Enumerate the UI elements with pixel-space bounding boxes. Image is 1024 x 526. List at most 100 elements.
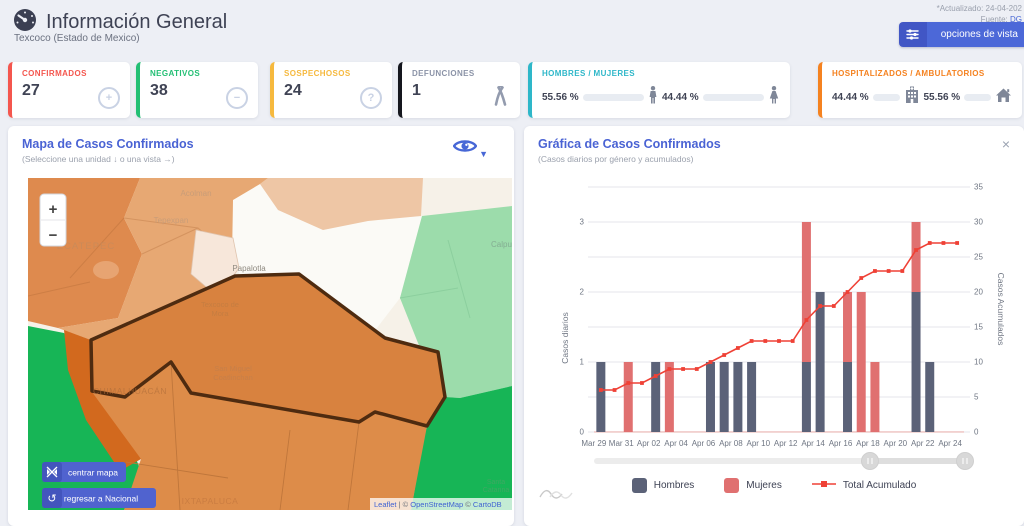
map-panel: Mapa de Casos Confirmados (Seleccione un… bbox=[8, 126, 514, 526]
line-marker bbox=[859, 276, 864, 280]
x-axis-tick: Apr 06 bbox=[692, 439, 716, 448]
back-to-national-button[interactable]: ↺ regresar a Nacional bbox=[42, 488, 156, 508]
hombres-progress bbox=[582, 94, 644, 101]
zoom-in-button[interactable]: + bbox=[49, 201, 58, 218]
map-label-tepexpan: Tepexpan bbox=[154, 216, 189, 225]
hospital-icon bbox=[904, 86, 920, 108]
map-region-peach[interactable] bbox=[260, 178, 423, 230]
x-axis-tick: Apr 12 bbox=[774, 439, 798, 448]
right-axis-tick: 30 bbox=[974, 218, 983, 227]
right-axis-tick: 35 bbox=[974, 183, 983, 192]
chevron-down-icon: ▼ bbox=[479, 149, 488, 159]
osm-link[interactable]: OpenStreetMap bbox=[410, 500, 463, 509]
map-label-calpulalpan: Calpu bbox=[491, 240, 512, 249]
home-icon bbox=[995, 87, 1012, 108]
map-region-south[interactable] bbox=[92, 362, 427, 510]
line-marker bbox=[886, 269, 891, 273]
confirmados-label: CONFIRMADOS bbox=[22, 69, 87, 78]
compress-arrows-icon bbox=[46, 466, 58, 478]
genero-label: HOMBRES / MUJERES bbox=[542, 69, 636, 78]
x-axis-tick: Apr 22 bbox=[911, 439, 935, 448]
card-defunciones: DEFUNCIONES 1 bbox=[398, 62, 520, 118]
sliders-icon bbox=[898, 22, 927, 47]
bar-hombres bbox=[801, 362, 811, 432]
legend-total-acumulado[interactable]: Total Acumulado bbox=[811, 479, 916, 492]
bar-hombres bbox=[843, 362, 853, 432]
leaflet-link[interactable]: Leaflet bbox=[374, 500, 397, 509]
source-label: Fuente: bbox=[980, 15, 1010, 24]
x-axis-tick: Mar 31 bbox=[609, 439, 634, 448]
hospitalizados-label: HOSPITALIZADOS / AMBULATORIOS bbox=[832, 69, 985, 78]
map-label-santacatarina-1: Santa bbox=[487, 479, 505, 486]
line-marker bbox=[763, 339, 768, 343]
x-axis-tick: Apr 10 bbox=[747, 439, 771, 448]
line-marker bbox=[708, 360, 713, 364]
back-to-national-label: regresar a Nacional bbox=[64, 494, 138, 504]
defunciones-label: DEFUNCIONES bbox=[412, 69, 475, 78]
bar-hombres bbox=[651, 362, 661, 432]
carto-link[interactable]: CartoDB bbox=[473, 500, 502, 509]
left-axis-title: Casos diarios bbox=[560, 312, 570, 364]
line-marker bbox=[777, 339, 781, 343]
right-axis-tick: 0 bbox=[974, 428, 979, 437]
line-marker bbox=[735, 346, 740, 350]
bar-hombres bbox=[747, 362, 757, 432]
bar-hombres bbox=[815, 292, 825, 432]
source-link[interactable]: DG bbox=[1010, 15, 1022, 24]
right-axis-tick: 5 bbox=[974, 393, 979, 402]
leaflet-map[interactable]: Acolman Tepexpan ECATEPEC Papalotla Calp… bbox=[28, 178, 512, 510]
map-region-texcoco-selected[interactable] bbox=[89, 272, 447, 428]
dashboard-gauge-icon bbox=[12, 7, 38, 38]
mujeres-pct: 44.44 % bbox=[662, 92, 699, 103]
card-sospechosos: SOSPECHOSOS 24 ? bbox=[270, 62, 392, 118]
zoom-out-button[interactable]: − bbox=[49, 227, 58, 244]
chart-scrollbar-handle-right[interactable] bbox=[956, 452, 974, 470]
line-marker bbox=[749, 339, 754, 343]
question-circle-icon: ? bbox=[360, 87, 382, 109]
chart-panel-subtitle: (Casos diarios por género y acumulados) bbox=[538, 154, 694, 164]
hombres-swatch bbox=[631, 478, 647, 493]
left-axis-tick: 3 bbox=[580, 218, 585, 227]
eye-icon bbox=[452, 138, 478, 159]
left-axis-tick: 1 bbox=[580, 358, 585, 367]
x-axis-tick: Mar 29 bbox=[581, 439, 606, 448]
map-boundary-lines-3 bbox=[399, 239, 471, 319]
chart-scrollbar-range[interactable] bbox=[870, 458, 965, 464]
sospechosos-value: 24 bbox=[284, 82, 302, 99]
line-marker bbox=[818, 304, 823, 308]
legend-mujeres[interactable]: Mujeres bbox=[724, 478, 782, 493]
line-marker bbox=[927, 241, 932, 245]
ambulatorios-pct: 55.56 % bbox=[923, 91, 961, 103]
left-axis-tick: 2 bbox=[580, 288, 585, 297]
card-confirmados: CONFIRMADOS 27 + bbox=[8, 62, 130, 118]
chart-panel: Gráfica de Casos Confirmados (Casos diar… bbox=[524, 126, 1024, 526]
line-marker bbox=[612, 388, 617, 392]
line-marker bbox=[790, 339, 795, 343]
bar-mujeres bbox=[856, 292, 866, 432]
map-region-green-right[interactable] bbox=[411, 386, 512, 510]
hombres-pct: 55.56 % bbox=[542, 92, 579, 103]
card-hospitalizados: HOSPITALIZADOS / AMBULATORIOS 44.44 % 55… bbox=[818, 62, 1022, 118]
map-panel-title: Mapa de Casos Confirmados bbox=[22, 137, 194, 151]
map-view-dropdown[interactable]: ▼ bbox=[452, 138, 488, 159]
map-region-tepexpan[interactable] bbox=[58, 178, 268, 340]
mujeres-progress bbox=[702, 94, 764, 101]
bar-hombres bbox=[925, 362, 935, 432]
ambulatorios-progress bbox=[964, 93, 991, 101]
line-marker bbox=[598, 388, 603, 392]
chart-panel-title: Gráfica de Casos Confirmados bbox=[538, 137, 721, 151]
chart-scrollbar-handle-left[interactable] bbox=[861, 452, 879, 470]
negativos-value: 38 bbox=[150, 82, 168, 99]
chart-legend: Hombres Mujeres Total Acumulado bbox=[524, 478, 1024, 493]
map-label-papalotla: Papalotla bbox=[232, 264, 266, 273]
page-title: Información General bbox=[46, 11, 228, 33]
view-options-button[interactable]: opciones de vista bbox=[898, 22, 1024, 47]
x-axis-tick: Apr 02 bbox=[637, 439, 661, 448]
center-map-button[interactable]: centrar mapa bbox=[42, 462, 126, 482]
map-zoom-control: + − bbox=[39, 193, 67, 247]
close-icon[interactable]: × bbox=[1001, 136, 1010, 152]
legend-hombres[interactable]: Hombres bbox=[631, 478, 694, 493]
line-marker bbox=[640, 381, 644, 385]
bar-mujeres bbox=[911, 222, 921, 292]
